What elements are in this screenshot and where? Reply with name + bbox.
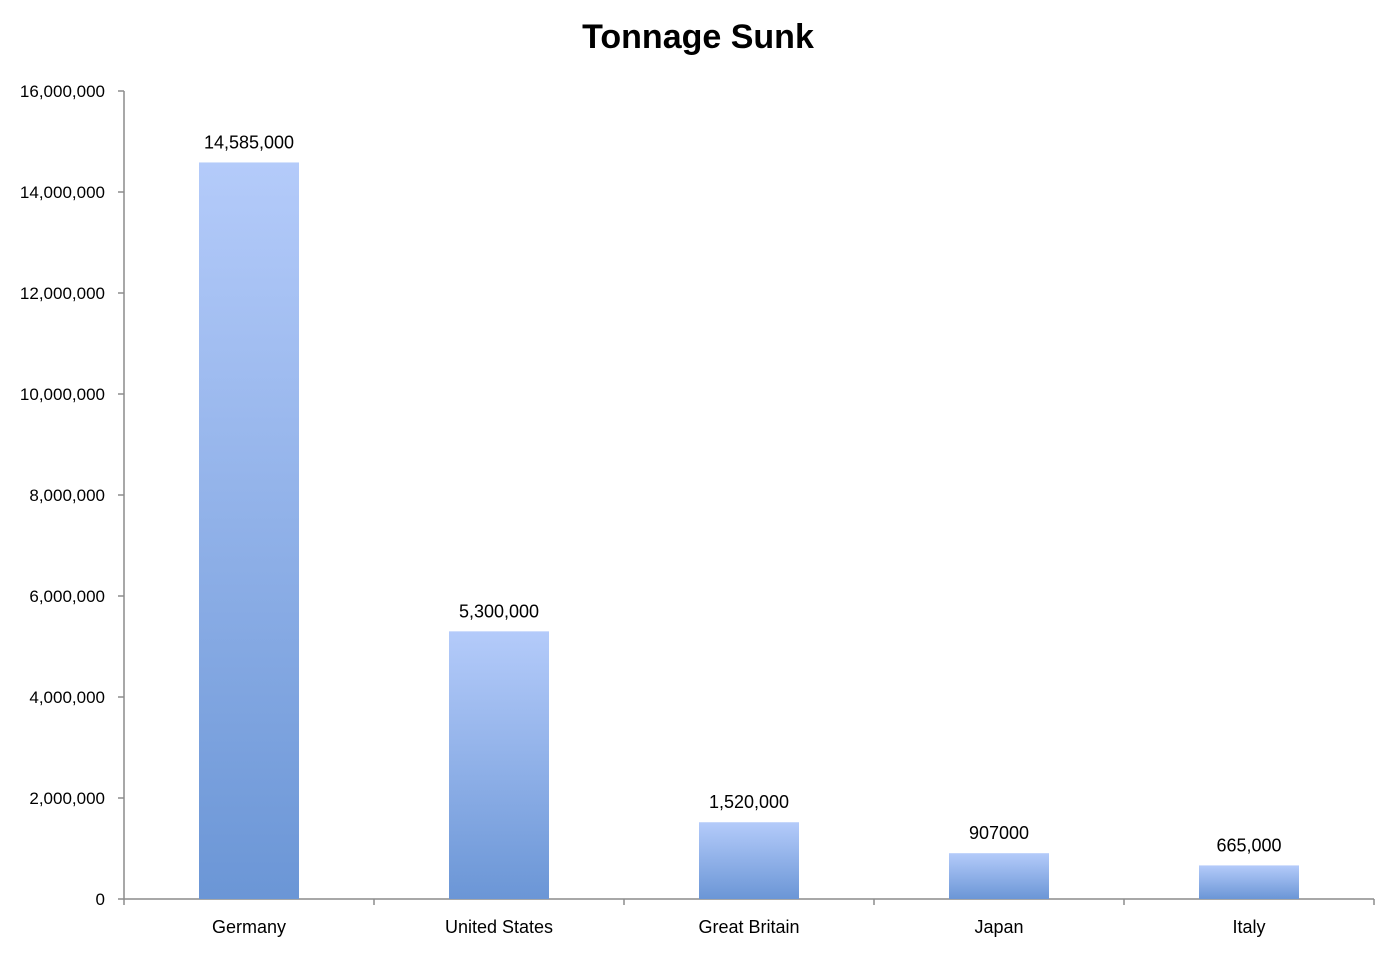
y-tick-label: 2,000,000: [29, 789, 105, 808]
y-tick-label: 6,000,000: [29, 587, 105, 606]
x-tick-label: Germany: [212, 917, 286, 937]
x-tick-label: Japan: [974, 917, 1023, 937]
x-axis: Germany United States Great Britain Japan It…: [123, 898, 1375, 937]
y-tick-label: 8,000,000: [29, 486, 105, 505]
data-label: 5,300,000: [459, 601, 539, 621]
chart-title: Tonnage Sunk: [582, 18, 814, 56]
bar-japan: [949, 853, 1049, 899]
data-label: 665,000: [1216, 835, 1281, 855]
data-label: 1,520,000: [709, 792, 789, 812]
x-tick-label: Great Britain: [698, 917, 799, 937]
bars: [199, 162, 1299, 899]
y-axis: 0 2,000,000 4,000,000 6,000,000 8,000,000 10,…: [20, 82, 125, 909]
data-label: 14,585,000: [204, 132, 294, 152]
y-tick-label: 14,000,000: [20, 183, 105, 202]
data-labels: 14,585,000 5,300,000 1,520,000 907000 665,00…: [204, 132, 1282, 855]
y-tick-label: 10,000,000: [20, 385, 105, 404]
y-tick-label: 12,000,000: [20, 284, 105, 303]
y-tick-label: 4,000,000: [29, 688, 105, 707]
y-tick-label: 16,000,000: [20, 82, 105, 101]
bar-italy: [1199, 865, 1299, 899]
bar-germany: [199, 162, 299, 899]
bar-great-britain: [699, 822, 799, 899]
data-label: 907000: [969, 823, 1029, 843]
bar-united-states: [449, 631, 549, 899]
y-tick-label: 0: [96, 890, 105, 909]
x-tick-label: United States: [445, 917, 553, 937]
x-tick-label: Italy: [1232, 917, 1265, 937]
